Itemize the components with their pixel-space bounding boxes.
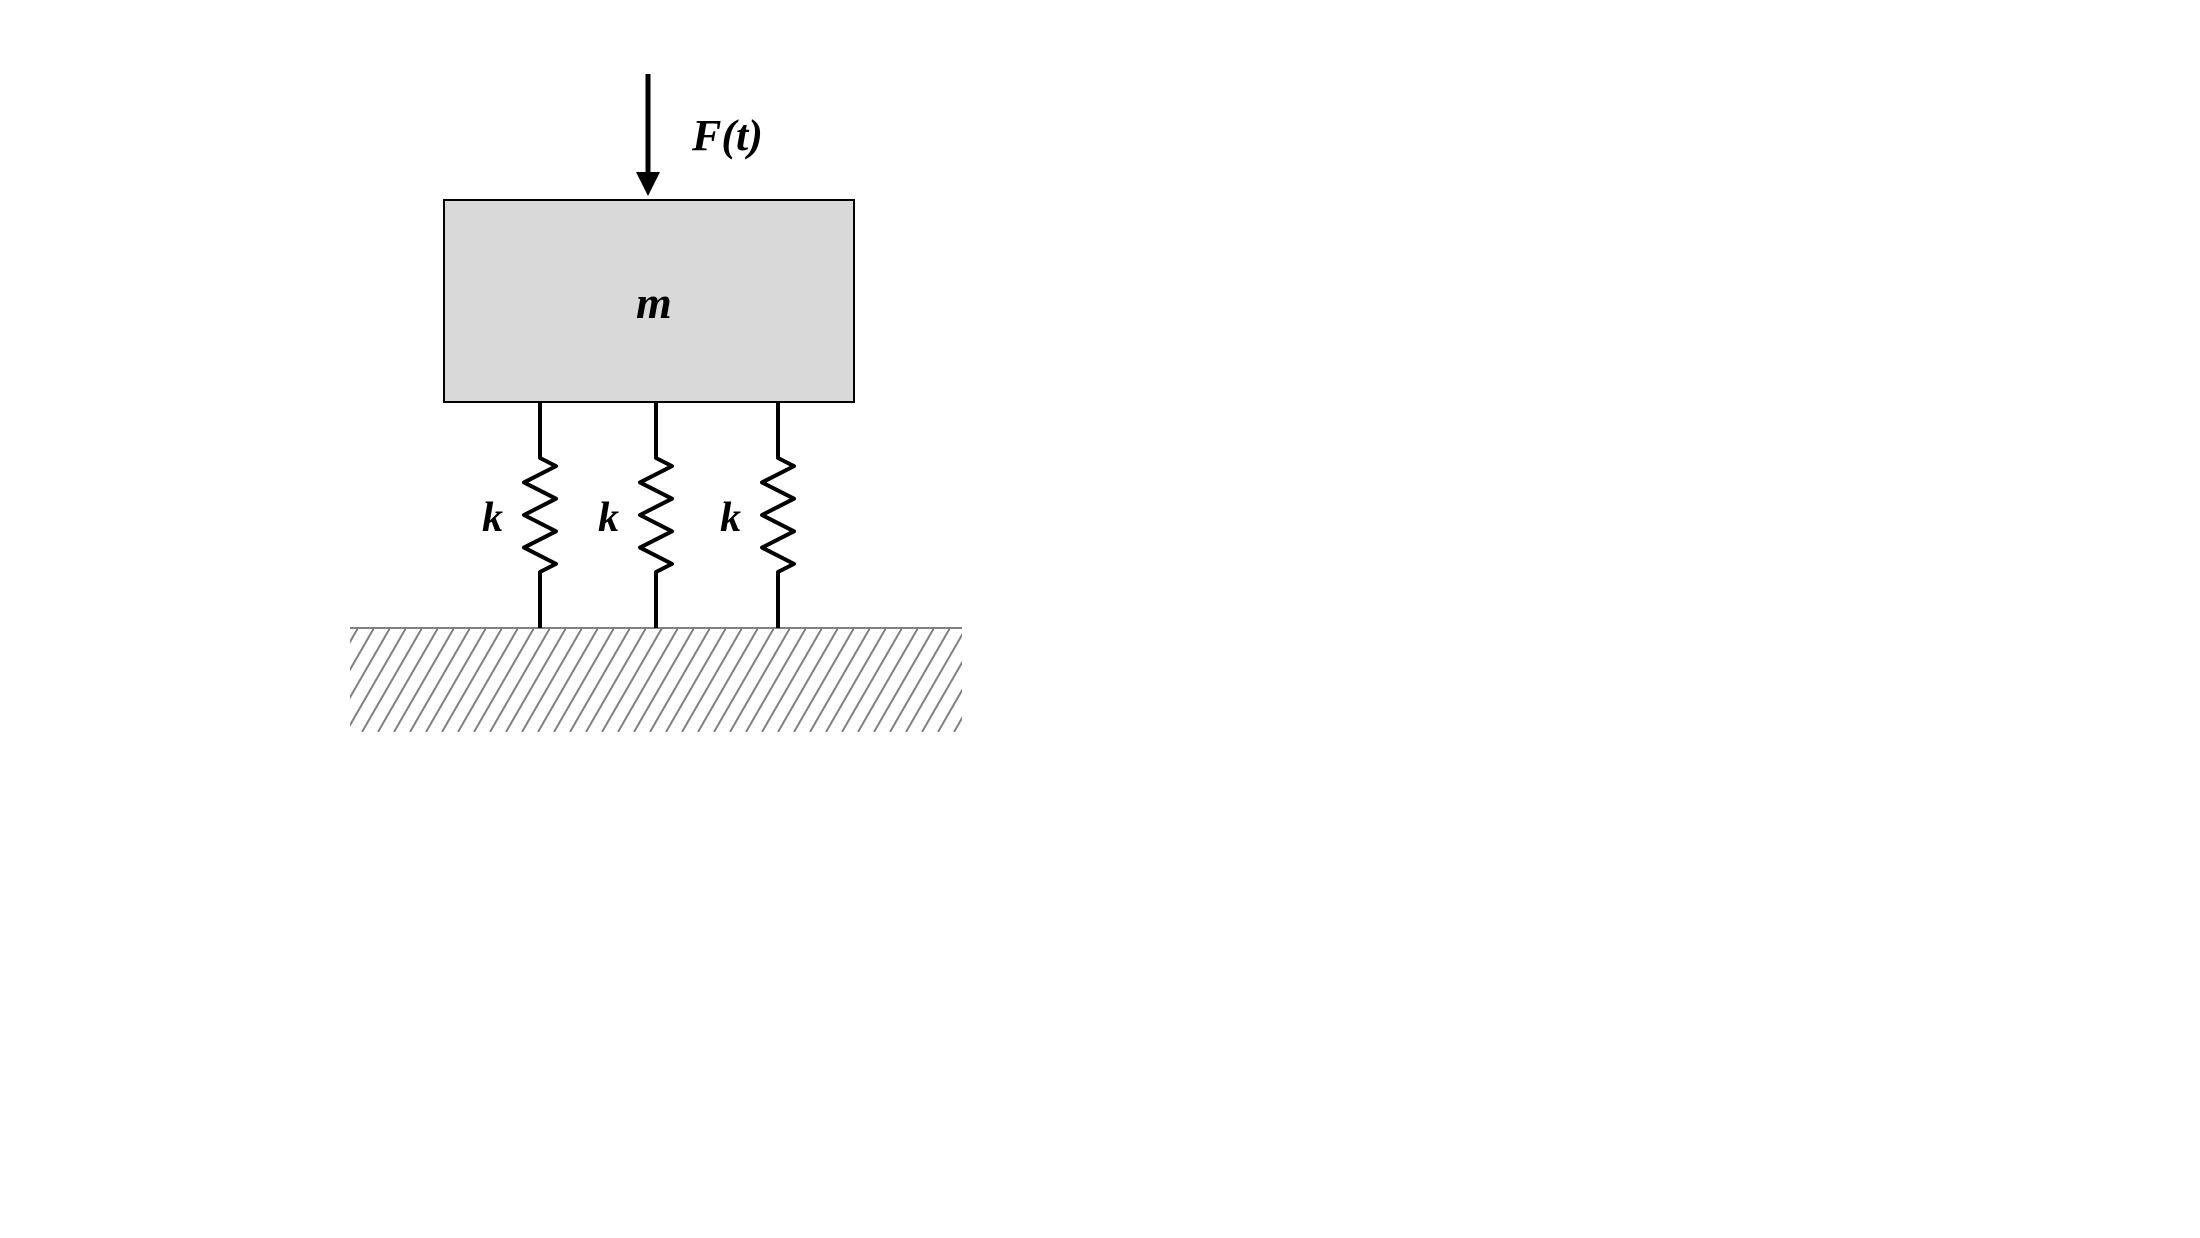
spring-label: k (482, 494, 503, 542)
force-label: F(t) (692, 110, 763, 161)
diagram-svg (0, 0, 2200, 1238)
spring (762, 402, 794, 628)
diagram-canvas: k k k m F(t) (0, 0, 2200, 1238)
force-arrow-head (636, 172, 660, 196)
spring (524, 402, 556, 628)
mass-label: m (636, 276, 672, 329)
spring (640, 402, 672, 628)
spring-label: k (598, 494, 619, 542)
spring-label: k (720, 494, 741, 542)
ground (186, 628, 1078, 732)
